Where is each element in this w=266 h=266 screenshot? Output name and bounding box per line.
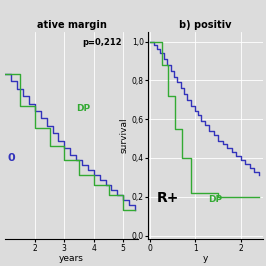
X-axis label: y: y: [203, 254, 208, 263]
Y-axis label: survival: survival: [120, 118, 129, 153]
X-axis label: years: years: [59, 254, 84, 263]
Text: b) positiv: b) positiv: [179, 20, 232, 30]
Text: R+: R+: [157, 191, 180, 205]
Text: DP: DP: [76, 104, 90, 113]
Text: p=0,212: p=0,212: [82, 38, 122, 47]
Text: ative margin: ative margin: [37, 20, 107, 30]
Text: 0: 0: [8, 153, 16, 163]
Text: DP: DP: [208, 195, 222, 204]
